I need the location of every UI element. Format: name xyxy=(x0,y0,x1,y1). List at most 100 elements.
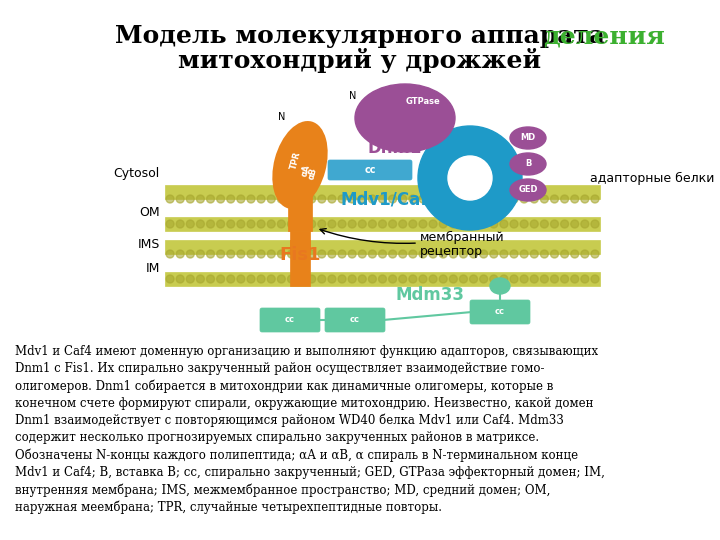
Circle shape xyxy=(297,275,305,283)
Circle shape xyxy=(571,195,579,203)
Circle shape xyxy=(571,250,579,258)
Ellipse shape xyxy=(272,121,328,209)
Circle shape xyxy=(257,250,265,258)
Circle shape xyxy=(551,220,559,228)
Circle shape xyxy=(217,220,225,228)
Circle shape xyxy=(429,250,437,258)
Circle shape xyxy=(359,195,366,203)
Circle shape xyxy=(551,250,559,258)
Circle shape xyxy=(186,220,194,228)
Circle shape xyxy=(318,250,326,258)
Text: TPR: TPR xyxy=(289,150,302,170)
Circle shape xyxy=(581,275,589,283)
Ellipse shape xyxy=(355,84,455,152)
Text: митохондрий у дрожжей: митохондрий у дрожжей xyxy=(179,48,541,72)
Text: N: N xyxy=(279,112,286,122)
Circle shape xyxy=(318,275,326,283)
Text: Cytosol: Cytosol xyxy=(114,166,160,179)
Circle shape xyxy=(297,250,305,258)
Circle shape xyxy=(469,275,477,283)
Ellipse shape xyxy=(510,153,546,175)
Circle shape xyxy=(227,275,235,283)
Circle shape xyxy=(459,195,467,203)
Circle shape xyxy=(307,195,315,203)
Circle shape xyxy=(530,250,539,258)
Circle shape xyxy=(237,195,245,203)
Ellipse shape xyxy=(289,169,311,185)
Circle shape xyxy=(227,250,235,258)
Bar xyxy=(290,240,310,286)
Circle shape xyxy=(197,275,204,283)
Circle shape xyxy=(217,250,225,258)
Circle shape xyxy=(207,220,215,228)
Circle shape xyxy=(561,195,569,203)
Circle shape xyxy=(257,275,265,283)
Circle shape xyxy=(490,220,498,228)
Circle shape xyxy=(197,250,204,258)
Circle shape xyxy=(287,195,295,203)
Circle shape xyxy=(399,250,407,258)
Circle shape xyxy=(510,195,518,203)
Circle shape xyxy=(449,195,457,203)
Text: Mdv1/Caf4: Mdv1/Caf4 xyxy=(341,191,440,209)
Text: IM: IM xyxy=(145,261,160,274)
Circle shape xyxy=(409,220,417,228)
Circle shape xyxy=(439,250,447,258)
Circle shape xyxy=(267,195,275,203)
Circle shape xyxy=(389,250,397,258)
Circle shape xyxy=(369,250,377,258)
Circle shape xyxy=(571,275,579,283)
Text: αA: αA xyxy=(300,163,312,177)
Circle shape xyxy=(287,250,295,258)
Text: деления: деления xyxy=(544,24,665,48)
Text: GTPase: GTPase xyxy=(405,98,441,106)
Text: Mdm33: Mdm33 xyxy=(395,286,464,304)
Circle shape xyxy=(490,250,498,258)
Circle shape xyxy=(419,220,427,228)
Circle shape xyxy=(561,250,569,258)
Circle shape xyxy=(581,250,589,258)
Circle shape xyxy=(419,250,427,258)
FancyBboxPatch shape xyxy=(260,308,320,332)
Text: cc: cc xyxy=(495,307,505,316)
Circle shape xyxy=(297,195,305,203)
Circle shape xyxy=(338,195,346,203)
Circle shape xyxy=(449,220,457,228)
Circle shape xyxy=(318,220,326,228)
Circle shape xyxy=(379,195,387,203)
Circle shape xyxy=(217,275,225,283)
Circle shape xyxy=(561,220,569,228)
Text: рецептор: рецептор xyxy=(420,246,483,259)
Circle shape xyxy=(166,250,174,258)
Circle shape xyxy=(429,220,437,228)
Circle shape xyxy=(449,275,457,283)
Circle shape xyxy=(338,275,346,283)
Circle shape xyxy=(186,250,194,258)
Circle shape xyxy=(490,275,498,283)
Circle shape xyxy=(469,250,477,258)
Bar xyxy=(288,183,312,231)
Circle shape xyxy=(439,220,447,228)
Circle shape xyxy=(359,220,366,228)
Circle shape xyxy=(328,195,336,203)
Circle shape xyxy=(429,275,437,283)
Text: WD40: WD40 xyxy=(451,173,488,183)
Circle shape xyxy=(389,220,397,228)
Circle shape xyxy=(348,250,356,258)
Circle shape xyxy=(409,250,417,258)
Circle shape xyxy=(166,275,174,283)
Text: αB: αB xyxy=(307,166,319,180)
Circle shape xyxy=(267,250,275,258)
Circle shape xyxy=(459,220,467,228)
Circle shape xyxy=(530,275,539,283)
Circle shape xyxy=(409,195,417,203)
Circle shape xyxy=(297,220,305,228)
Circle shape xyxy=(520,250,528,258)
Bar xyxy=(165,240,600,254)
Circle shape xyxy=(277,220,285,228)
Circle shape xyxy=(328,250,336,258)
Circle shape xyxy=(520,275,528,283)
Text: IMS: IMS xyxy=(138,238,160,251)
Circle shape xyxy=(480,220,487,228)
Circle shape xyxy=(500,250,508,258)
